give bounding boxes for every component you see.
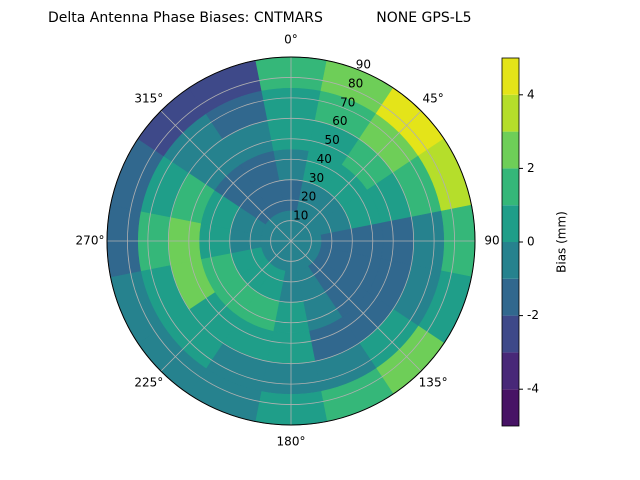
chart-title: Delta Antenna Phase Biases: CNTMARS NONE… — [48, 10, 472, 26]
radial-tick-label: 80 — [348, 76, 363, 90]
grid-spoke — [290, 110, 422, 242]
colorbar-bin — [502, 94, 519, 132]
angle-tick-label: 90 — [484, 234, 499, 248]
radial-tick-label: 20 — [301, 190, 316, 204]
colorbar-bin — [502, 205, 519, 242]
colorbar-tick-label: 0 — [527, 235, 535, 249]
polar-frame — [106, 56, 476, 426]
colorbar-tick-label: 2 — [527, 161, 535, 175]
grid-spoke — [160, 110, 292, 242]
radial-tick-label: 90 — [356, 58, 371, 72]
radial-tick-label: 10 — [293, 209, 308, 223]
colorbar-bin — [502, 278, 519, 316]
colorbar-bin — [502, 352, 519, 390]
colorbar-bin — [502, 242, 519, 279]
colorbar-bin — [502, 168, 519, 206]
radial-tick-label: 60 — [332, 114, 347, 128]
radial-tick-label: 40 — [317, 152, 332, 166]
colorbar-label: Bias (mm) — [555, 211, 569, 273]
angle-tick-label: 270° — [76, 234, 105, 248]
angle-tick-label: 225° — [134, 376, 163, 390]
angle-tick-label: 135° — [419, 376, 448, 390]
radial-tick-label: 70 — [340, 95, 355, 109]
angle-tick-label: 180° — [277, 435, 306, 449]
angle-tick-label: 45° — [422, 91, 443, 105]
angle-tick-label: 0° — [284, 33, 298, 47]
colorbar-tick-label: -2 — [527, 308, 539, 322]
radial-tick-label: 30 — [309, 171, 324, 185]
grid-spoke — [290, 240, 422, 372]
colorbar-bin — [502, 131, 519, 169]
colorbar-bin — [502, 315, 519, 353]
angle-tick-label: 315° — [134, 91, 163, 105]
colorbar-tick-label: 4 — [527, 87, 535, 101]
colorbar-tick-label: -4 — [527, 382, 539, 396]
radial-tick-label: 50 — [324, 133, 339, 147]
grid-spoke — [160, 240, 292, 372]
colorbar-bin — [502, 389, 519, 426]
colorbar-bin — [502, 58, 519, 95]
